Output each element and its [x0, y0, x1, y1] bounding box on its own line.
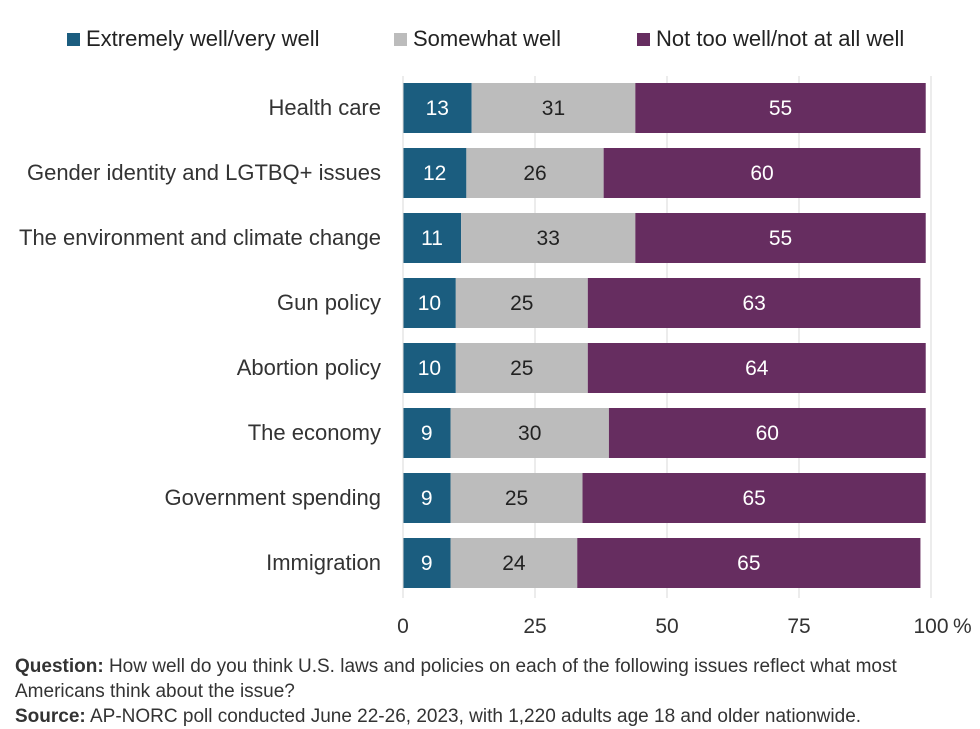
question-label: Question: [15, 656, 104, 677]
legend-item-extremely-well: Extremely well/very well [67, 26, 320, 52]
bar-segment [403, 83, 472, 133]
x-tick-label: 75 [787, 615, 810, 638]
data-label: 65 [742, 487, 765, 510]
bar-segment [587, 343, 926, 393]
bar-segment [466, 148, 604, 198]
data-label: 55 [769, 97, 792, 120]
bar-segment [403, 278, 456, 328]
bar-segment [635, 213, 926, 263]
legend-item-not-too-well: Not too well/not at all well [637, 26, 904, 52]
data-label: 25 [510, 357, 533, 380]
bar-segment [603, 148, 921, 198]
data-label: 10 [418, 292, 441, 315]
category-label: Gender identity and LGTBQ+ issues [27, 160, 381, 185]
bar-segment [450, 408, 609, 458]
category-label: Immigration [266, 550, 381, 575]
data-label: 9 [421, 552, 433, 575]
data-label: 25 [505, 487, 528, 510]
category-label: The economy [248, 420, 381, 445]
bar-segment [455, 278, 588, 328]
data-label: 25 [510, 292, 533, 315]
data-label: 65 [737, 552, 760, 575]
data-label: 9 [421, 487, 433, 510]
legend-swatch [67, 32, 80, 46]
source-note: Source: AP-NORC poll conducted June 22-2… [15, 704, 970, 729]
bar-segment [403, 213, 462, 263]
bar-segment [403, 343, 456, 393]
data-label: 11 [421, 227, 443, 250]
data-label: 63 [742, 292, 765, 315]
data-label: 60 [756, 422, 779, 445]
data-label: 64 [745, 357, 769, 380]
source-label: Source: [15, 706, 86, 727]
legend-swatch [637, 32, 650, 46]
category-label: Abortion policy [237, 355, 381, 380]
data-label: 9 [421, 422, 433, 445]
chart-footnote: Question: How well do you think U.S. law… [15, 654, 970, 729]
stacked-bar-chart: Health care 13 31 55 Gender identity and LGT… [19, 76, 972, 638]
x-tick-label: 50 [655, 615, 678, 638]
bar-segment [471, 83, 636, 133]
data-label: 60 [750, 162, 773, 185]
chart-legend: Extremely well/very well Somewhat well N… [0, 26, 980, 56]
data-label: 33 [537, 227, 560, 250]
data-label: 30 [518, 422, 541, 445]
bar-segment [403, 538, 451, 588]
x-tick-label: 100 [913, 615, 948, 638]
bar-segment [635, 83, 926, 133]
legend-label: Not too well/not at all well [656, 26, 905, 51]
bar-segment [587, 278, 921, 328]
question-text: How well do you think U.S. laws and poli… [15, 656, 897, 702]
x-tick-label: 0 [397, 615, 409, 638]
legend-label: Somewhat well [413, 26, 561, 51]
bar-segment [577, 538, 921, 588]
data-label: 13 [426, 97, 449, 120]
category-label: Gun policy [277, 290, 381, 315]
category-label: The environment and climate change [19, 225, 381, 250]
question-note: Question: How well do you think U.S. law… [15, 654, 970, 704]
x-unit-label: % [953, 615, 972, 638]
bar-segment [403, 473, 451, 523]
bar-segment [455, 343, 588, 393]
data-label: 24 [502, 552, 526, 575]
bar-segment [582, 473, 926, 523]
category-label: Government spending [165, 485, 381, 510]
bar-segment [461, 213, 636, 263]
bar-segment [403, 408, 451, 458]
data-label: 10 [418, 357, 441, 380]
data-label: 12 [423, 162, 446, 185]
x-tick-label: 25 [523, 615, 546, 638]
bar-segment [450, 538, 578, 588]
data-label: 55 [769, 227, 792, 250]
data-label: 26 [523, 162, 546, 185]
legend-swatch [394, 32, 407, 46]
bar-segment [450, 473, 583, 523]
bar-segment [403, 148, 467, 198]
legend-label: Extremely well/very well [86, 26, 320, 51]
data-label: 31 [542, 97, 565, 120]
category-label: Health care [268, 95, 381, 120]
legend-item-somewhat-well: Somewhat well [394, 26, 561, 52]
source-text: AP-NORC poll conducted June 22-26, 2023,… [85, 706, 862, 727]
bar-segment [608, 408, 926, 458]
